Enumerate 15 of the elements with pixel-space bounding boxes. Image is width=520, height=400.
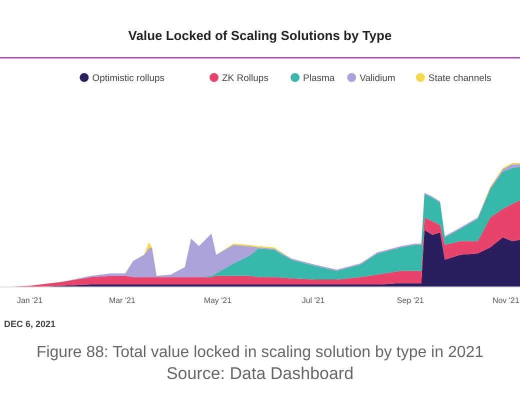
caption: Figure 88: Total value locked in scaling solution by type in 2021 bbox=[36, 344, 484, 361]
x-tick-label: Jul '21 bbox=[302, 296, 326, 305]
legend-label: Optimistic rollups bbox=[92, 73, 165, 84]
text: DEC 6, 2021 bbox=[4, 319, 56, 329]
legend-label: Validium bbox=[360, 73, 396, 84]
legend-label: State channels bbox=[428, 73, 492, 84]
chart-title: Value Locked of Scaling Solutions by Type bbox=[128, 28, 392, 43]
x-tick-label: Sep '21 bbox=[396, 296, 424, 305]
x-tick-label: Jan '21 bbox=[16, 296, 44, 305]
source-note: Source: Data Dashboard bbox=[166, 364, 354, 383]
x-tick-label: May '21 bbox=[204, 296, 232, 305]
legend-label: ZK Rollups bbox=[222, 73, 269, 84]
legend-label: Plasma bbox=[303, 73, 336, 84]
x-tick-label: Nov '21 bbox=[492, 296, 520, 305]
x-tick-label: Mar '21 bbox=[108, 296, 136, 305]
